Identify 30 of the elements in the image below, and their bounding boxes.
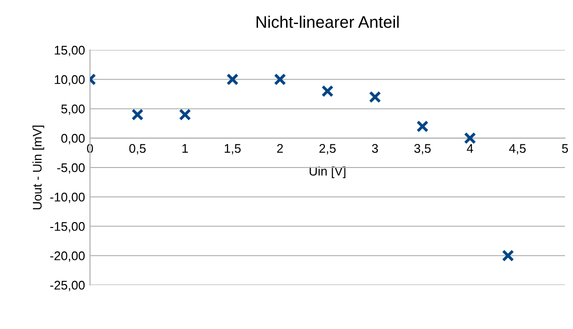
- y-tick-label: 5,00: [61, 104, 85, 115]
- x-tick-label: 4: [466, 144, 474, 153]
- x-tick-label: 2,5: [319, 144, 336, 154]
- chart-title: Nicht-linearer Anteil: [256, 16, 399, 28]
- x-tick-label: 1,5: [224, 144, 241, 154]
- x-tick-label: 4,5: [509, 144, 526, 154]
- y-tick-label: 0,00: [61, 134, 85, 144]
- y-axis-title: Uout - Uin [mV]: [32, 126, 44, 210]
- x-tick-label: 0,5: [129, 144, 146, 154]
- point: [274, 73, 286, 86]
- point: [178, 108, 192, 121]
- point: [368, 90, 382, 104]
- x-tick-label: 5: [562, 144, 568, 153]
- point: [502, 250, 514, 262]
- point: [226, 73, 239, 86]
- x-tick-label: 2: [277, 144, 283, 153]
- point: [464, 132, 476, 144]
- point: [416, 120, 429, 132]
- y-tick-label: -10,00: [50, 192, 85, 204]
- y-tick-label: -20,00: [50, 251, 85, 262]
- x-tick-label: 3,5: [414, 144, 431, 154]
- point: [131, 108, 144, 121]
- point: [321, 85, 334, 98]
- y-tick-label: 15,00: [54, 46, 85, 56]
- x-tick-label: 3: [372, 144, 378, 153]
- x-tick-label: 1: [182, 144, 188, 153]
- y-tick-label: -5,00: [57, 163, 85, 174]
- y-tick-label: 10,00: [54, 75, 85, 86]
- y-tick-label: -15,00: [50, 222, 85, 232]
- y-tick-label: -25,00: [50, 280, 85, 292]
